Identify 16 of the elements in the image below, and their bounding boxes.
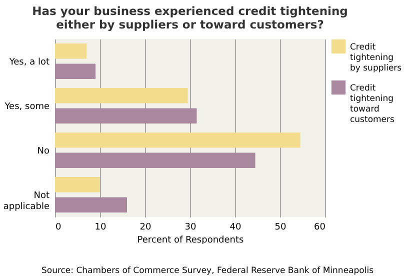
x-tick-label: 50 [274,222,286,232]
x-tick-label: 0 [56,222,62,232]
y-tick-label: Yes, a lot [8,57,50,68]
x-tick-label: 60 [314,222,326,232]
y-tick-label: Not applicable [3,190,50,212]
chart-title: Has your business experienced credit tightening either by suppliers or toward customers? [32,4,348,32]
x-tick-label: 20 [140,222,152,232]
y-tick-label: No [37,146,50,156]
x-tick-label: 10 [94,222,106,232]
x-axis-title: Percent of Respondents [137,236,244,246]
source-note: Source: Chambers of Commerce Survey, Federal Reserve Bank of Minneapolis [0,266,415,276]
x-tick-label: 40 [230,222,242,232]
x-tick-label: 30 [184,222,196,232]
legend-label: Credit tightening toward customers [350,84,396,125]
y-tick-label: Yes, some [4,102,50,112]
legend-label: Credit tightening by suppliers [350,42,402,74]
